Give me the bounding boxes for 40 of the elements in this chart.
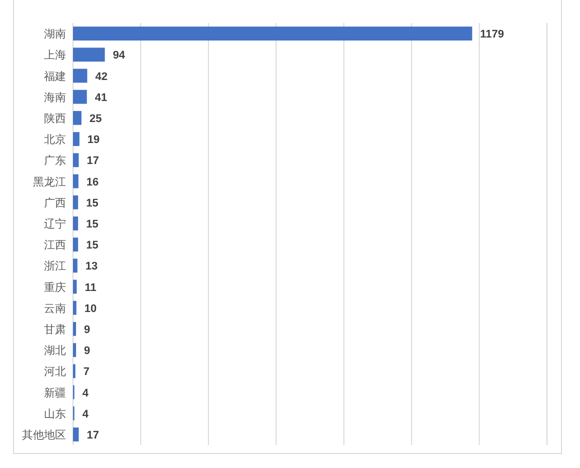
data-label: 17	[86, 155, 100, 168]
y-tick-label: 江西	[44, 240, 66, 252]
y-tick-label: 重庆	[44, 280, 66, 294]
y-tick-label: 河北	[44, 365, 66, 378]
data-label: 10	[84, 302, 97, 315]
data-label: 11	[84, 282, 96, 294]
y-tick-label: 上海	[44, 48, 66, 62]
y-tick-label: 湖南	[44, 28, 66, 41]
y-tick-label: 福建	[44, 70, 66, 83]
data-label: 41	[94, 92, 108, 104]
data-label: 94	[112, 50, 126, 62]
data-label: 15	[86, 218, 98, 230]
data-label: 42	[95, 70, 108, 83]
data-label: 13	[85, 260, 98, 273]
y-tick-label: 新疆	[44, 386, 66, 400]
data-label: 9	[84, 324, 90, 336]
y-tick-label: 甘肃	[44, 322, 66, 336]
data-label: 16	[86, 176, 99, 188]
y-tick-label: 北京	[44, 133, 66, 146]
data-label: 19	[87, 134, 100, 146]
y-tick-label: 海南	[44, 90, 66, 104]
data-label: 4	[82, 387, 90, 400]
y-tick-label: 湖北	[44, 344, 66, 358]
y-tick-label: 山东	[44, 407, 66, 420]
data-label: 7	[83, 366, 90, 378]
data-label: 15	[86, 240, 98, 252]
data-label: 4	[82, 408, 90, 420]
data-label: 17	[86, 429, 100, 442]
data-label: 1179	[480, 28, 504, 41]
y-tick-label: 黑龙江	[33, 175, 66, 188]
y-tick-label: 浙江	[44, 260, 66, 273]
y-tick-label: 辽宁	[44, 217, 66, 230]
y-tick-label: 广东	[44, 154, 66, 168]
y-tick-label: 广西	[44, 196, 66, 210]
data-label: 15	[86, 197, 98, 210]
data-label: 9	[84, 345, 90, 358]
y-tick-label: 其他地区	[22, 428, 66, 442]
y-tick-label: 陕西	[44, 112, 66, 125]
y-tick-label: 云南	[44, 302, 66, 315]
data-label: 25	[89, 112, 102, 125]
